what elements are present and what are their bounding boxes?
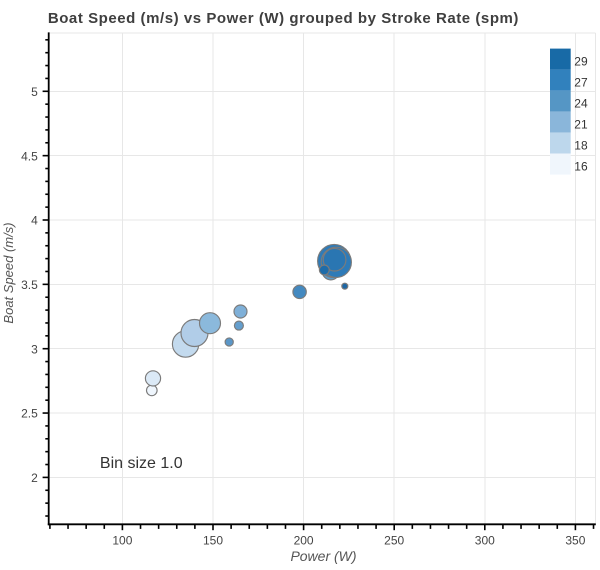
svg-text:300: 300 [475, 534, 495, 548]
svg-text:200: 200 [294, 534, 314, 548]
svg-text:3.5: 3.5 [21, 278, 38, 292]
svg-text:27: 27 [574, 76, 588, 90]
svg-text:350: 350 [565, 534, 585, 548]
svg-text:2: 2 [31, 471, 38, 485]
svg-text:100: 100 [112, 534, 132, 548]
svg-text:Power (W): Power (W) [290, 548, 356, 564]
svg-text:250: 250 [384, 534, 404, 548]
svg-text:24: 24 [574, 97, 588, 111]
svg-text:4: 4 [31, 214, 38, 228]
svg-text:Bin size 1.0: Bin size 1.0 [100, 455, 183, 472]
svg-text:2.5: 2.5 [21, 407, 38, 421]
svg-text:3: 3 [31, 342, 38, 356]
svg-text:29: 29 [574, 55, 588, 69]
svg-text:21: 21 [574, 118, 588, 132]
svg-text:4.5: 4.5 [21, 149, 38, 163]
svg-text:Boat Speed (m/s): Boat Speed (m/s) [1, 222, 16, 323]
svg-text:16: 16 [574, 160, 588, 174]
svg-text:150: 150 [203, 534, 223, 548]
svg-text:Boat Speed (m/s) vs Power (W): Boat Speed (m/s) vs Power (W) grouped by… [48, 10, 519, 27]
svg-text:5: 5 [31, 85, 38, 99]
svg-text:18: 18 [574, 139, 588, 153]
